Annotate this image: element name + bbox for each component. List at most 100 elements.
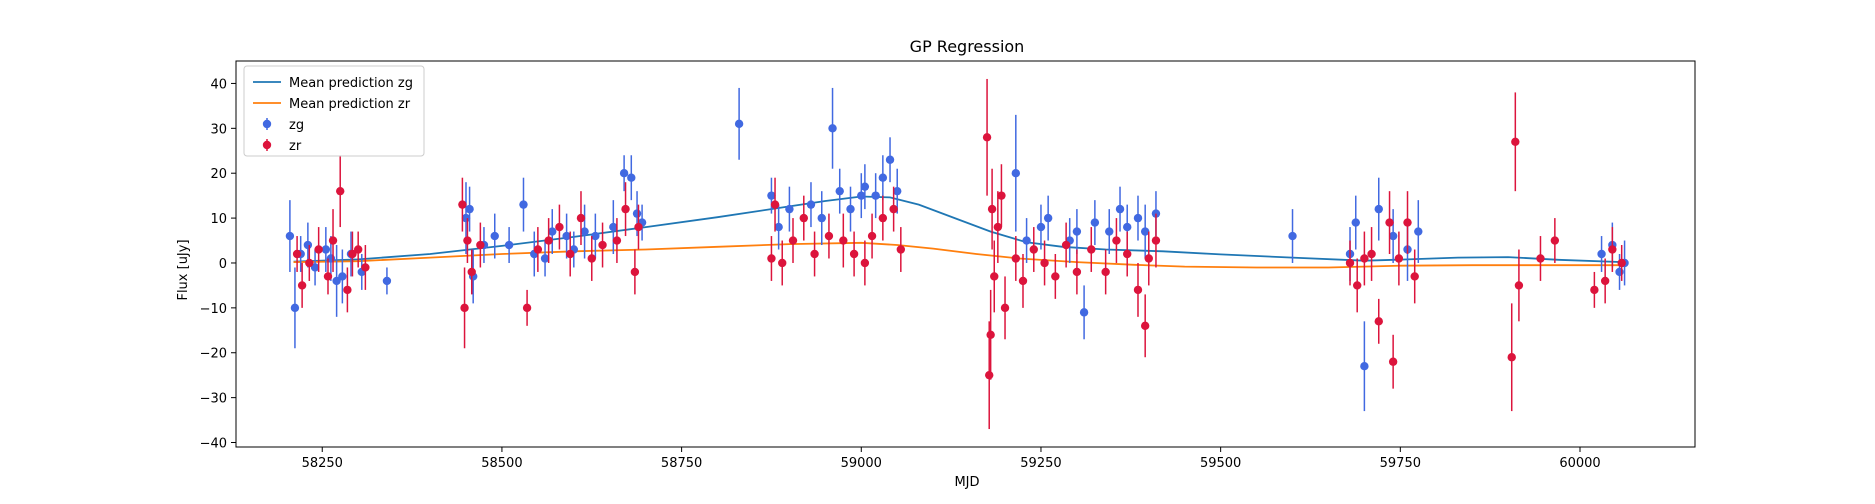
legend-label: zg [289,118,304,133]
zr-point [598,240,607,250]
zg-point [627,173,636,182]
zr-point [1600,276,1610,286]
zr-point [1000,303,1010,313]
zr-point [533,245,543,254]
zg-point [835,186,844,196]
zr-point [476,240,485,250]
zg-point [767,191,776,200]
zg-point [321,245,331,254]
y-tick-label: 0 [219,257,227,272]
zr-point [849,249,859,259]
y-tick-label: 10 [210,212,227,227]
zg-point [562,231,571,241]
zr-point [982,133,992,142]
zr-point [463,236,472,245]
y-tick-label: 20 [210,167,227,182]
zr-point [336,186,345,196]
zr-point [1353,281,1362,290]
zr-point [1410,272,1419,281]
x-tick-label: 59250 [1020,456,1061,471]
legend-box [243,65,425,157]
zr-point [1403,218,1412,227]
y-tick-label: −10 [200,302,227,317]
zg-point [871,191,880,200]
x-tick-label: 59000 [841,456,882,471]
y-tick-label: −40 [200,437,227,452]
x-tick-label: 58750 [661,456,702,471]
zr-point [348,249,357,259]
zr-point [986,330,995,339]
zr-point [1385,218,1394,227]
zr-point [1590,285,1599,295]
zg-point [310,263,320,272]
zg-point [290,303,300,313]
zr-point [1133,285,1143,295]
zg-point [580,227,589,236]
zg-point [1351,218,1360,227]
zg-point [860,182,870,191]
zr-point [990,272,999,281]
zr-point [544,236,553,245]
zg-point [548,227,557,236]
zr-point [1144,254,1153,263]
zr-point [1507,353,1516,362]
zr-point [1040,258,1049,268]
zg-point [893,186,902,196]
zr-point [555,222,564,232]
zr-point [328,236,338,245]
zr-point [630,267,640,277]
zr-point [1123,249,1132,259]
zg-point [1288,231,1297,241]
zr-point [522,303,532,313]
zg-point [1140,227,1150,236]
x-tick-label: 59500 [1200,456,1241,471]
zr-point [621,204,630,214]
zr-point [799,213,808,223]
zg-point [1022,236,1031,245]
zg-point [806,200,816,209]
zr-point [1608,245,1617,254]
zr-point [1018,276,1028,286]
zr-point [839,236,848,245]
zg-point [1043,213,1053,223]
zr-point [305,258,314,268]
zr-point [292,249,302,259]
zg-point [1615,267,1624,277]
legend-label: zr [289,139,302,154]
y-tick-label: −30 [200,392,227,407]
zr-point [878,213,888,223]
series-zr [292,78,1626,430]
zg-point [285,231,295,241]
zr-point [460,303,469,313]
zr-point [867,231,877,241]
zg-point [609,222,618,232]
y-tick-label: −20 [200,347,227,362]
legend-label: Mean prediction zr [289,97,411,112]
zr-point [860,258,870,268]
zr-point [297,281,307,290]
zr-point [896,245,906,254]
zr-point [1367,249,1376,259]
zr-point [993,222,1003,232]
zg-point [1105,227,1114,236]
zr-point [1112,236,1121,245]
zg-point [1360,362,1369,371]
zr-point [361,263,370,272]
zg-point [632,209,642,218]
zg-point [828,124,837,133]
zr-point [576,213,586,223]
zr-point [767,254,776,263]
zg-point [1072,227,1082,236]
zr-point [1360,254,1369,263]
zr-point [985,370,994,380]
zr-point [314,245,323,254]
zg-point [382,276,392,286]
zr-point [1051,272,1060,281]
x-tick-label: 59750 [1380,456,1421,471]
plot-data-layer [285,78,1629,430]
zr-point [987,204,997,214]
zr-point [810,249,819,259]
zr-point [889,204,898,214]
